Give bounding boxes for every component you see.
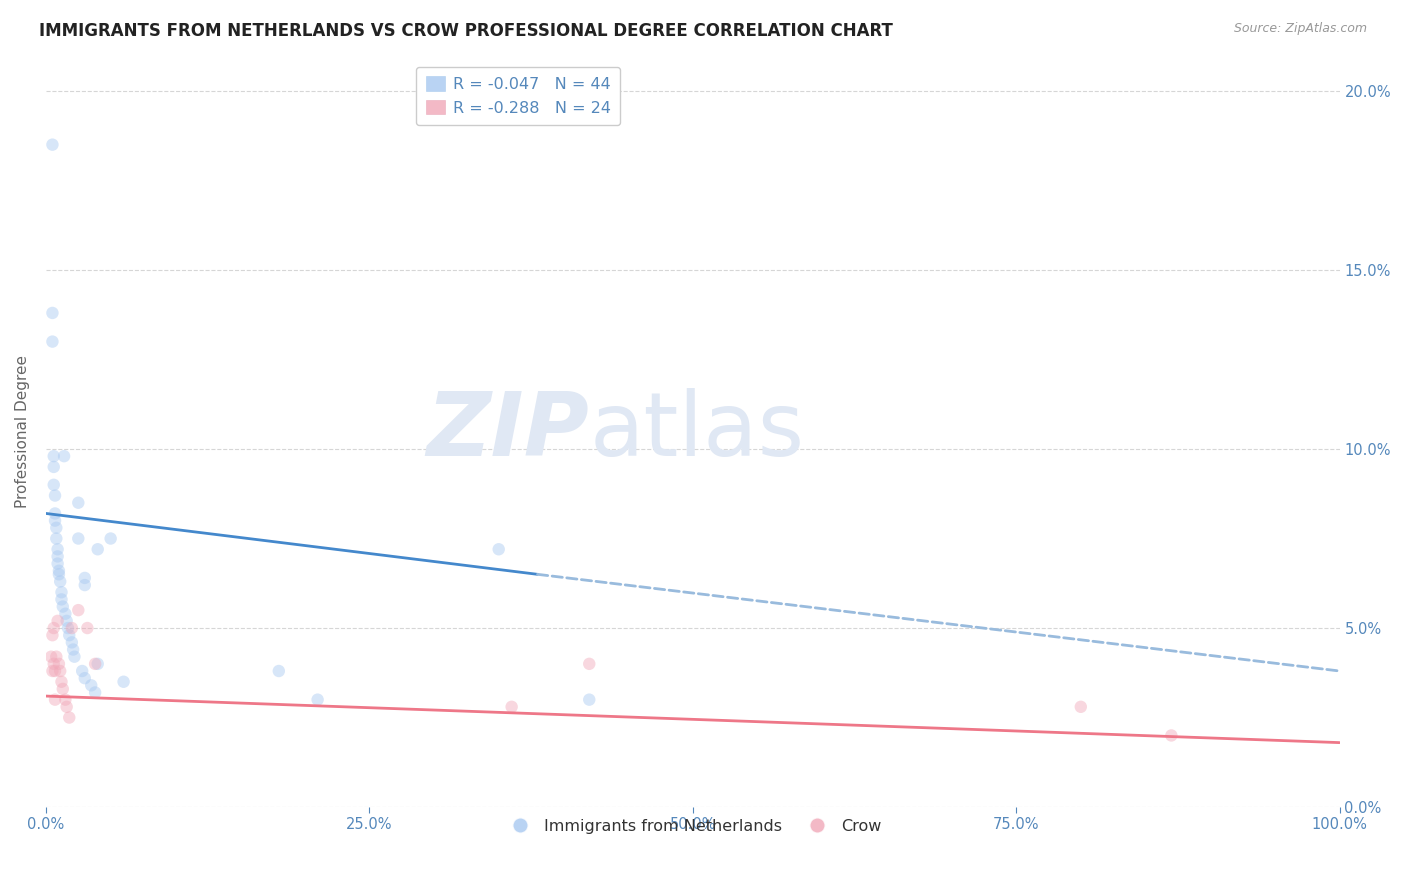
Point (58, 628, 80, 642)
Point (42, 478, 65, 492)
Point (267, 664, 290, 678)
Point (73, 578, 96, 592)
Point (44, 692, 66, 706)
Text: ZIP: ZIP (426, 388, 589, 475)
Point (73, 671, 96, 685)
Point (70, 664, 93, 678)
Legend: Immigrants from Netherlands, Crow: Immigrants from Netherlands, Crow (498, 813, 887, 840)
Point (42, 449, 65, 463)
Point (73, 571, 96, 585)
Point (112, 674, 135, 689)
Point (41, 334, 63, 349)
Point (1160, 729, 1182, 743)
Point (46, 542, 69, 557)
Point (48, 567, 70, 582)
Point (55, 614, 77, 628)
Point (41, 664, 63, 678)
Point (44, 489, 66, 503)
Point (42, 459, 65, 474)
Point (51, 674, 73, 689)
Point (84, 685, 107, 699)
Point (44, 664, 66, 678)
Y-axis label: Professional Degree: Professional Degree (15, 355, 30, 508)
Point (60, 635, 83, 649)
Point (46, 549, 69, 564)
Point (41, 306, 63, 320)
Point (578, 692, 600, 706)
Point (53, 449, 76, 463)
Point (49, 664, 72, 678)
Point (41, 628, 63, 642)
Point (46, 557, 69, 571)
Point (80, 678, 103, 692)
Point (55, 699, 77, 714)
Point (44, 514, 66, 528)
Point (48, 657, 70, 671)
Point (41, 137, 63, 152)
Text: atlas: atlas (589, 388, 804, 475)
Point (45, 649, 67, 664)
Point (56, 621, 79, 635)
Point (51, 592, 73, 607)
Point (501, 699, 523, 714)
Point (48, 564, 70, 578)
Point (49, 574, 72, 589)
Point (42, 657, 65, 671)
Point (51, 585, 73, 599)
Point (84, 657, 107, 671)
Point (100, 532, 122, 546)
Point (62, 642, 84, 657)
Point (67, 496, 90, 510)
Point (60, 621, 83, 635)
Point (52, 681, 75, 696)
Point (52, 599, 75, 614)
Point (42, 621, 65, 635)
Point (58, 710, 80, 724)
Text: IMMIGRANTS FROM NETHERLANDS VS CROW PROFESSIONAL DEGREE CORRELATION CHART: IMMIGRANTS FROM NETHERLANDS VS CROW PROF… (39, 22, 893, 40)
Point (45, 532, 67, 546)
Point (44, 507, 66, 521)
Point (488, 542, 510, 557)
Point (63, 649, 86, 664)
Point (76, 621, 98, 635)
Point (1070, 699, 1092, 714)
Point (67, 603, 90, 617)
Text: Source: ZipAtlas.com: Source: ZipAtlas.com (1233, 22, 1367, 36)
Point (307, 692, 329, 706)
Point (53, 607, 76, 621)
Point (578, 657, 600, 671)
Point (67, 532, 90, 546)
Point (86, 657, 108, 671)
Point (46, 614, 69, 628)
Point (53, 692, 76, 706)
Point (45, 521, 67, 535)
Point (39, 649, 62, 664)
Point (86, 542, 108, 557)
